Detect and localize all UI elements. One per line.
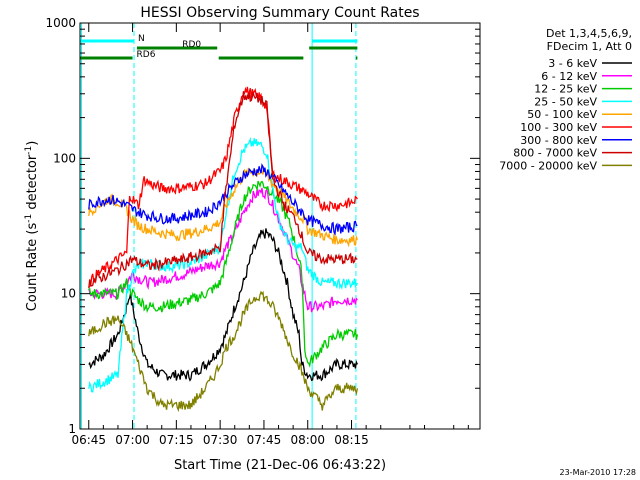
y-axis-ticks: 1 10 100 1000 [45,16,480,436]
x-tick-label-07-30: 07:30 [203,433,238,447]
legend-header-line-2: FDecim 1, Att 0 [547,40,632,53]
footer-timestamp: 23-Mar-2010 17:28 [560,468,637,477]
chart-title: HESSI Observing Summary Count Rates [140,5,419,21]
x-tick-label-08-00: 08:00 [290,433,325,447]
legend-label-300-800-kev: 300 - 800 keV [520,134,597,147]
y-tick-label-1: 1 [68,422,76,436]
series-line-25-50-kev [88,136,358,393]
series-line-3-6-kev [88,228,358,382]
y-axis-label-sup-2: -1 [24,146,34,155]
state-bar-label-n: N [138,34,145,44]
data-series [88,86,359,413]
y-axis-label-end: ) [25,141,40,146]
plot-frame [79,22,481,430]
x-tick-label-08-15: 08:15 [334,433,369,447]
y-tick-label-10: 10 [61,287,76,301]
legend-label-100-300-kev: 100 - 300 keV [520,121,597,134]
legend-label-50-100-kev: 50 - 100 keV [527,108,597,121]
y-tick-label-1000: 1000 [45,16,76,30]
legend-header-line-1: Det 1,3,4,5,6,9, [546,27,632,40]
y-axis-label: Count Rate (s-1 detector-1) [24,141,40,312]
x-axis-label: Start Time (21-Dec-06 06:43:22) [174,458,386,473]
legend-label-25-50-kev: 25 - 50 keV [534,95,597,108]
state-bar-label-rd6: RD6 [137,50,156,60]
x-tick-label-07-15: 07:15 [159,433,194,447]
series-line-12-25-kev [88,180,359,369]
series-line-7000-20000-kev [88,290,359,413]
legend-label-7000-20000-kev: 7000 - 20000 keV [499,159,597,172]
series-line-800-7000-kev [88,91,358,289]
x-tick-label-07-45: 07:45 [247,433,282,447]
y-tick-label-100: 100 [53,151,76,165]
x-axis-ticks: 06:45 07:00 07:15 07:30 07:45 08:00 08:15 [71,23,469,447]
legend-label-800-7000-kev: 800 - 7000 keV [513,147,597,160]
series-line-300-800-kev [88,163,358,236]
x-tick-label-06-45: 06:45 [71,433,106,447]
state-bar-label-rd0: RD0 [182,40,201,50]
series-line-6-12-kev [88,187,358,313]
y-axis-label-sup-1: -1 [24,214,34,223]
legend-label-3-6-kev: 3 - 6 keV [548,57,597,70]
legend-label-6-12-kev: 6 - 12 keV [541,70,597,83]
series-line-100-300-kev [88,86,358,288]
x-tick-label-07-00: 07:00 [115,433,150,447]
legend-label-12-25-kev: 12 - 25 keV [534,83,597,96]
y-axis-label-main: Count Rate (s [25,223,40,312]
legend: Det 1,3,4,5,6,9, FDecim 1, Att 0 3 - 6 k… [499,27,632,172]
instrument-state-bars: N RD0 RD6 [80,34,358,60]
y-axis-label-mid: detector [25,154,40,214]
